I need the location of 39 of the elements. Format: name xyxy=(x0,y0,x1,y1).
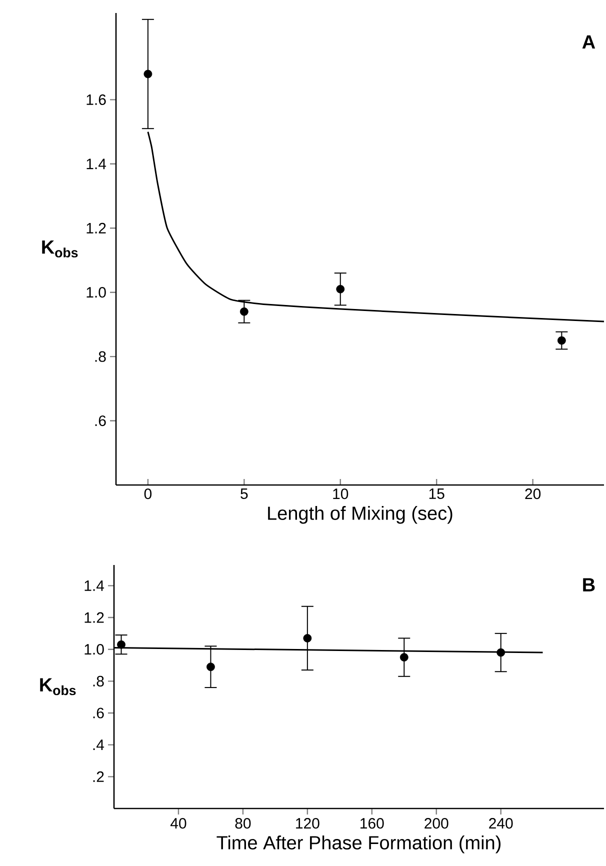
y-axis-title: K$_{obs}$ xyxy=(40,678,76,696)
x-tick-label: 20 xyxy=(525,488,541,500)
y-tick-label: .4 xyxy=(93,740,104,750)
y-tick-label: 1.4 xyxy=(86,158,106,170)
y-tick-label: 1.6 xyxy=(86,94,106,105)
y-tick-label: 1.2 xyxy=(86,222,106,234)
x-tick-label: 10 xyxy=(333,488,348,500)
y-tick-label: .8 xyxy=(95,351,106,362)
x-tick-label: 160 xyxy=(360,818,384,829)
y-tick-label: 1.4 xyxy=(84,580,104,591)
x-tick-label: 15 xyxy=(429,488,444,499)
point xyxy=(117,640,126,649)
point xyxy=(144,70,152,78)
x-axis-title: Length of Mixing (sec) xyxy=(268,506,452,524)
x-tick-label: 120 xyxy=(296,818,320,829)
annotation: A xyxy=(582,35,596,48)
point xyxy=(400,653,408,662)
x-tick-label: 240 xyxy=(489,818,513,829)
x-tick-label: 0 xyxy=(144,488,152,500)
x-axis-title: Time After Phase Formation (min) xyxy=(216,836,500,854)
x-tick-label: 80 xyxy=(235,818,251,829)
point xyxy=(557,336,566,345)
point xyxy=(336,284,345,294)
point xyxy=(240,307,248,316)
y-axis-title: K$_{obs}$ xyxy=(42,240,78,258)
x-tick-label: 5 xyxy=(240,488,248,499)
point xyxy=(206,662,215,672)
point xyxy=(496,648,506,657)
y-tick-label: .2 xyxy=(93,771,104,782)
y-tick-label: .6 xyxy=(93,708,104,718)
y-tick-label: 1.0 xyxy=(86,287,106,298)
y-tick-label: .8 xyxy=(93,676,104,686)
x-tick-label: 200 xyxy=(424,818,448,829)
y-tick-label: 1.0 xyxy=(84,644,104,655)
y-tick-label: .6 xyxy=(95,415,106,426)
x-tick-label: 40 xyxy=(170,818,186,829)
y-tick-label: 1.2 xyxy=(84,612,104,623)
annotation: B xyxy=(583,578,595,592)
point xyxy=(303,634,312,642)
